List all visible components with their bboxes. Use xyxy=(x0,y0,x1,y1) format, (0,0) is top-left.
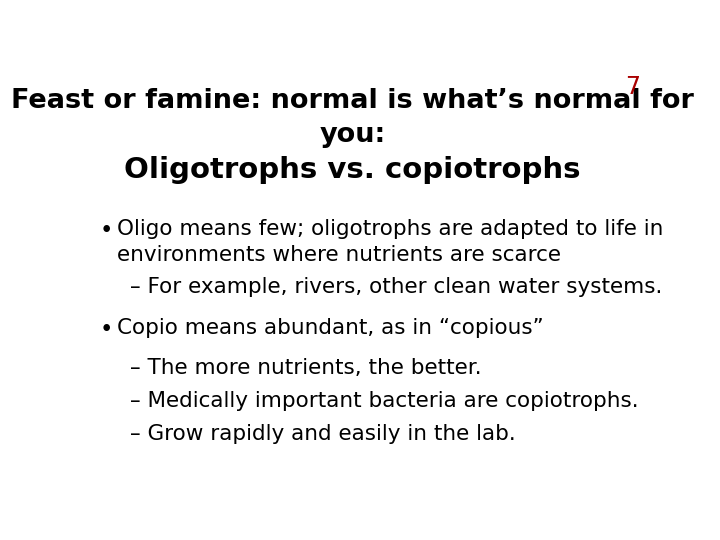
Text: Oligotrophs vs. copiotrophs: Oligotrophs vs. copiotrophs xyxy=(124,156,580,184)
Text: •: • xyxy=(100,319,114,341)
Text: •: • xyxy=(100,219,114,241)
Text: – Medically important bacteria are copiotrophs.: – Medically important bacteria are copio… xyxy=(130,391,639,411)
Text: Oligo means few; oligotrophs are adapted to life in
environments where nutrients: Oligo means few; oligotrophs are adapted… xyxy=(117,219,663,265)
Text: you:: you: xyxy=(319,122,385,148)
Text: Feast or famine: normal is what’s normal for: Feast or famine: normal is what’s normal… xyxy=(11,87,693,113)
Text: – For example, rivers, other clean water systems.: – For example, rivers, other clean water… xyxy=(130,277,662,297)
Text: – The more nutrients, the better.: – The more nutrients, the better. xyxy=(130,358,482,378)
Text: – Grow rapidly and easily in the lab.: – Grow rapidly and easily in the lab. xyxy=(130,424,516,444)
Text: 7: 7 xyxy=(625,75,639,99)
Text: Copio means abundant, as in “copious”: Copio means abundant, as in “copious” xyxy=(117,319,544,339)
